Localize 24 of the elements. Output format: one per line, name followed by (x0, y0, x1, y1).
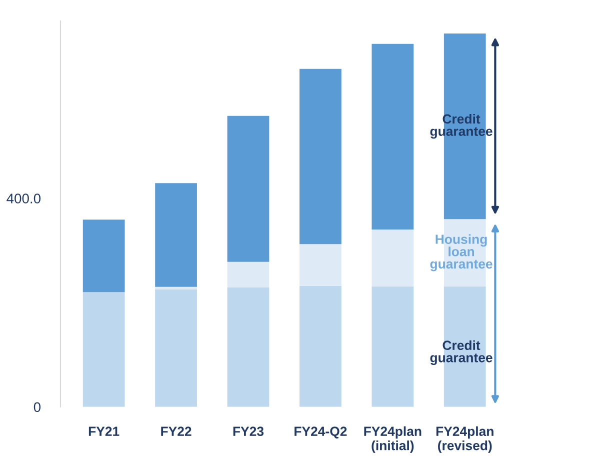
bar (227, 287, 270, 407)
bar (372, 230, 414, 286)
bar (372, 44, 414, 230)
bar (82, 292, 125, 407)
bar (300, 68, 342, 244)
bar (300, 244, 342, 286)
bar (155, 290, 197, 407)
bar (82, 220, 125, 292)
x-tick-label: FY21 (88, 426, 120, 436)
x-tick-label: FY23 (233, 426, 264, 436)
bar (155, 183, 197, 287)
y-tick-label: 400.0 (6, 194, 41, 204)
annotation: Credit guarantee (430, 340, 492, 365)
annotation: Housing loan guarantee (430, 234, 492, 272)
x-tick-label: FY24plan (revised) (436, 426, 494, 453)
x-tick-label: FY24-Q2 (294, 426, 347, 438)
bar (372, 286, 414, 407)
x-tick-label: FY24plan (initial) (364, 426, 422, 453)
x-tick-label: FY22 (161, 426, 192, 436)
bar (300, 286, 342, 407)
bar (227, 116, 270, 262)
bar (155, 286, 197, 290)
bar (227, 262, 270, 288)
y-tick-label: 0 (34, 402, 41, 412)
